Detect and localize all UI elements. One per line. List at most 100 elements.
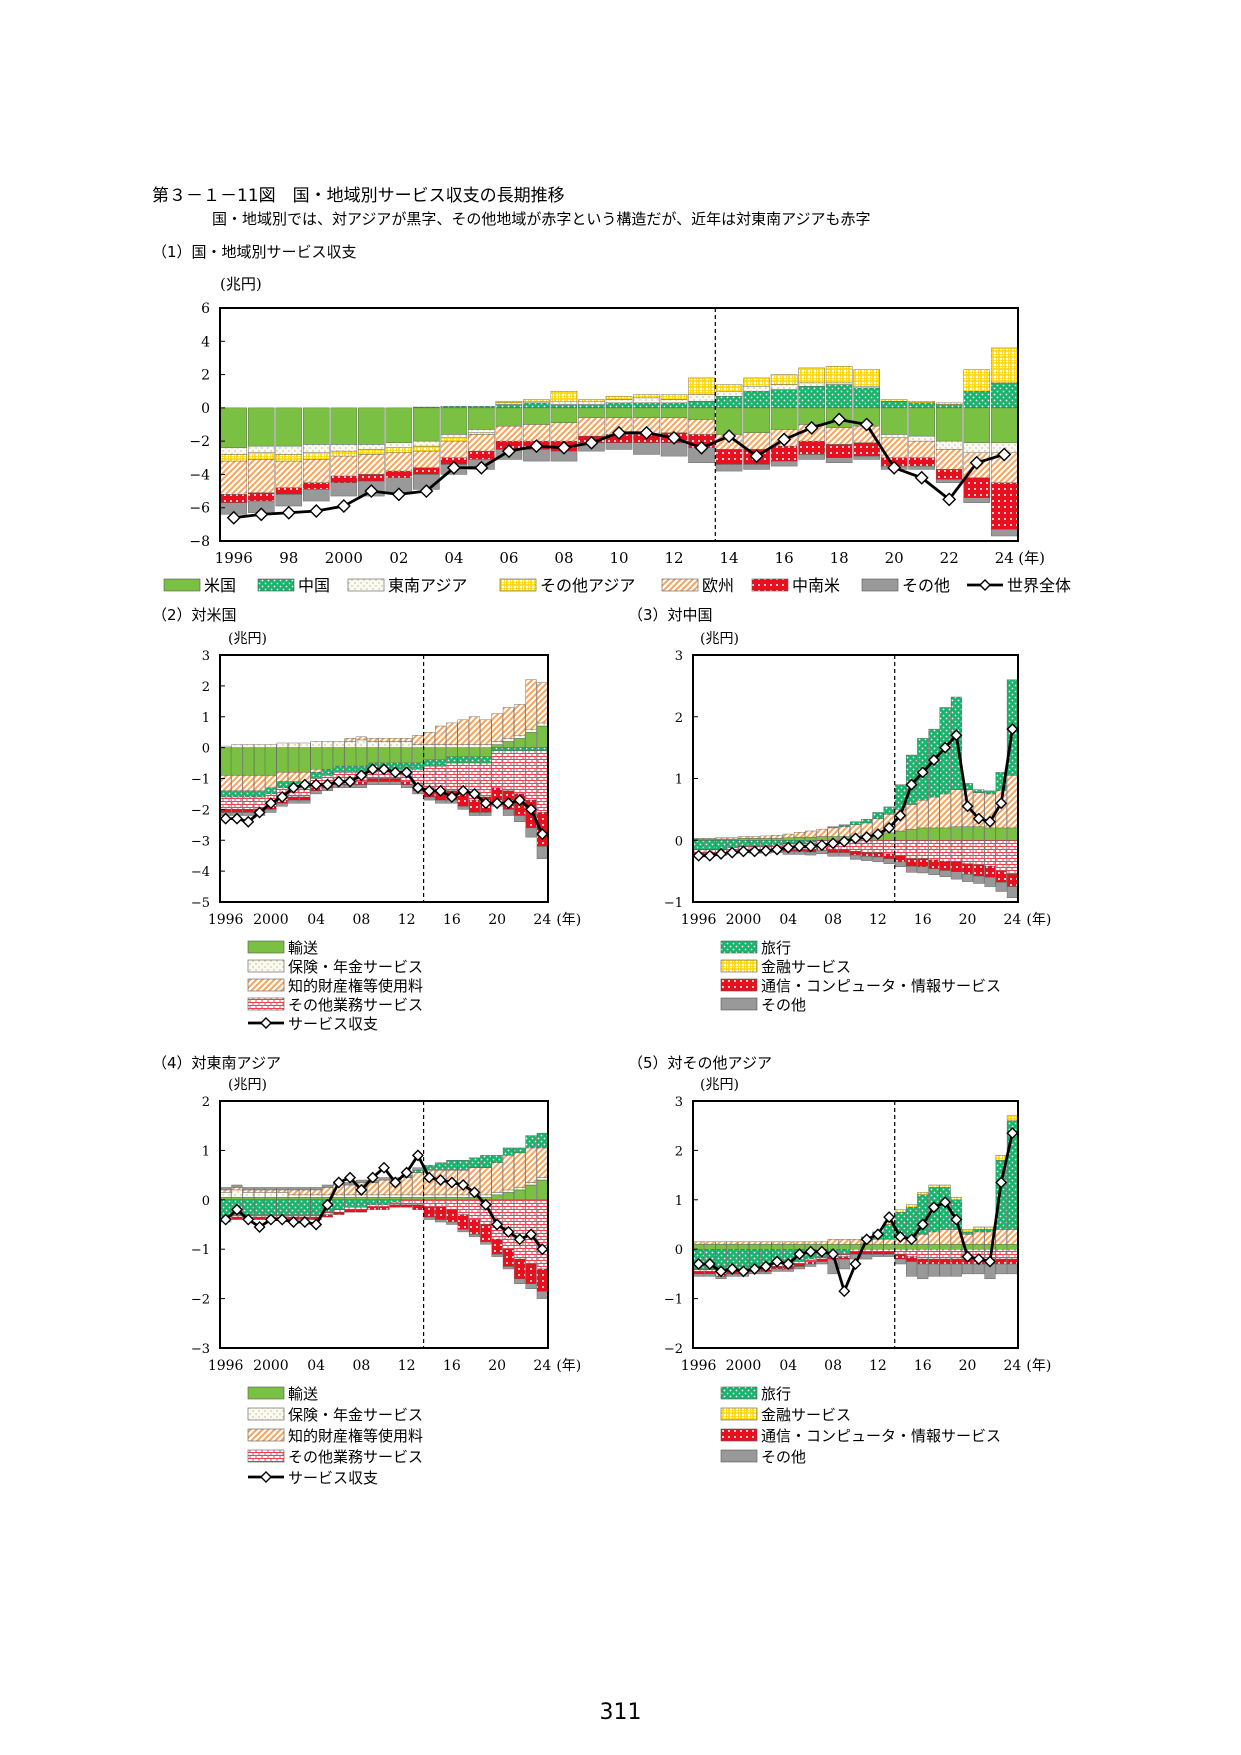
- ytick-label-p3-0: 3: [675, 649, 683, 664]
- bar-p2-s2-1997: [231, 775, 243, 792]
- bar-p2-s0-1996: [220, 747, 232, 776]
- bar-p1-s1-2020: [880, 401, 908, 409]
- bar-p3-s3-2008: [827, 826, 839, 829]
- bar-p1-s4-1998: [275, 460, 303, 488]
- unit-label-p4: (兆円): [228, 1077, 267, 1093]
- bar-p2-s1-2000: [265, 744, 277, 748]
- marker-p1-2003: [419, 484, 434, 499]
- bar-p1-s6-2012: [660, 442, 688, 457]
- bar-p5-s6-2017: [928, 1258, 940, 1265]
- bar-p5-s0-2013: [883, 1244, 895, 1250]
- marker-p3-1999: [726, 846, 739, 859]
- legend-label-p2-0: 輸送: [288, 939, 318, 957]
- legend-swatch-p1-3: [499, 578, 537, 592]
- bar-p4-s4-2017: [457, 1199, 469, 1215]
- bar-p2-s4-2022: [514, 750, 526, 795]
- bar-p3-s2-2001: [749, 836, 761, 839]
- bar-p1-s1-2009: [578, 404, 605, 409]
- bar-p5-s6-2024: [1006, 1258, 1018, 1265]
- bar-p1-s6-1998: [275, 494, 303, 507]
- marker-p2-2022: [513, 794, 526, 807]
- bar-p2-s0-2012: [401, 747, 413, 764]
- xtick-label-p1-0: 1996: [215, 549, 253, 567]
- bar-p1-s3-2005: [468, 432, 495, 435]
- bar-p1-s3-2001: [358, 449, 385, 455]
- bar-p1-s4-2009: [578, 417, 605, 437]
- bar-p2-s1-2011: [389, 741, 401, 748]
- marker-p3-2001: [748, 845, 761, 858]
- marker-p2-2020: [491, 797, 504, 810]
- bar-p2-s5-2010: [378, 778, 390, 782]
- bar-p2-s4-1997: [231, 796, 243, 810]
- bar-p2-s0-2001: [276, 747, 288, 773]
- legend-label-p4-1: 保険・年金サービス: [288, 1406, 423, 1424]
- ytick-label-p4-1: 1: [202, 1144, 210, 1159]
- bar-p2-s0-2008: [355, 747, 367, 767]
- bar-p1-s2-2019: [853, 386, 880, 389]
- bar-p4-s1-1998: [242, 1192, 254, 1198]
- bar-p4-s4-2011: [389, 1202, 401, 1205]
- bar-p5-s5-2006: [805, 1258, 817, 1262]
- bar-p2-s7-2015: [434, 799, 447, 804]
- legend-label-p3-0: 旅行: [761, 939, 791, 957]
- xtick-label-p2-1: 2000: [253, 912, 289, 928]
- legend-swatch-p4-2: [247, 1428, 285, 1442]
- bar-p3-s2-2002: [760, 835, 772, 839]
- ytick-label-p5-0: 3: [675, 1095, 683, 1110]
- bar-p4-s2-2010: [378, 1179, 390, 1196]
- marker-p1-1996: [226, 510, 241, 525]
- bar-p1-s0-2020: [880, 407, 908, 435]
- ytick-label-p4-4: −2: [191, 1293, 210, 1308]
- bar-p1-s2-1999: [303, 444, 330, 453]
- bar-p2-s0-2019: [480, 747, 492, 758]
- bar-p5-s0-2001: [749, 1244, 761, 1250]
- bar-p3-s7-2015: [906, 865, 918, 873]
- bar-p4-s2-2003: [299, 1189, 311, 1196]
- bar-p5-s7-2011: [861, 1253, 873, 1260]
- bar-p1-s0-2000: [330, 407, 358, 445]
- bar-p1-s3-2011: [633, 394, 660, 399]
- marker-p3-2017: [927, 753, 940, 766]
- legend-label-p4-2: 知的財産権等使用料: [288, 1427, 423, 1445]
- marker-p2-2014: [423, 784, 436, 797]
- marker-p5-2009: [838, 1285, 851, 1298]
- bar-p5-s6-2009: [838, 1256, 850, 1260]
- bar-p3-s3-2020: [962, 783, 974, 790]
- bar-p5-s6-2016: [917, 1258, 929, 1265]
- bar-p1-s2-2007: [523, 401, 550, 404]
- bar-p2-s2-2004: [310, 769, 322, 773]
- bar-p3-s4-2020: [962, 840, 974, 864]
- marker-p1-2004: [446, 460, 461, 475]
- bar-p4-s0-2020: [491, 1194, 503, 1200]
- marker-p5-2000: [737, 1265, 750, 1278]
- bar-p2-s0-2014: [423, 747, 435, 761]
- bar-p4-s2-2000: [265, 1189, 277, 1193]
- marker-p4-2007: [344, 1171, 357, 1184]
- bar-p1-s3-2009: [578, 399, 605, 402]
- marker-p1-2024: [997, 447, 1012, 462]
- bar-p4-s5-2019: [480, 1224, 492, 1242]
- bar-p1-s5-2001: [358, 474, 385, 482]
- bar-p3-s0-2019: [950, 826, 962, 841]
- bar-p1-s5-2019: [853, 442, 880, 457]
- bar-p2-s0-2022: [514, 738, 526, 748]
- bar-p2-s2-2015: [434, 725, 447, 745]
- bar-p1-s3-2012: [660, 394, 688, 400]
- panel-4-heading: （4）対東南アジア: [152, 1054, 281, 1072]
- panel-3-heading: （3）対中国: [628, 606, 713, 624]
- bar-p4-s1-2012: [401, 1194, 413, 1198]
- xtick-label-p1-5: 06: [499, 549, 518, 567]
- bar-p4-s5-2008: [355, 1209, 367, 1213]
- bar-p1-s5-1998: [275, 487, 303, 495]
- legend-label-p5-2: 通信・コンピュータ・情報サービス: [761, 1427, 1001, 1445]
- bar-p4-s2-2012: [401, 1177, 413, 1196]
- bar-p2-s7-2019: [480, 812, 492, 816]
- bar-p1-s1-2013: [688, 401, 715, 409]
- bar-p2-s3-2000: [265, 787, 277, 795]
- bar-p2-s2-2001: [276, 772, 288, 782]
- bar-p3-s5-2019: [950, 861, 962, 872]
- ytick-label-p4-2: 0: [202, 1194, 210, 1209]
- bar-p2-s2-2022: [514, 704, 526, 736]
- bar-p4-s5-2009: [367, 1207, 379, 1210]
